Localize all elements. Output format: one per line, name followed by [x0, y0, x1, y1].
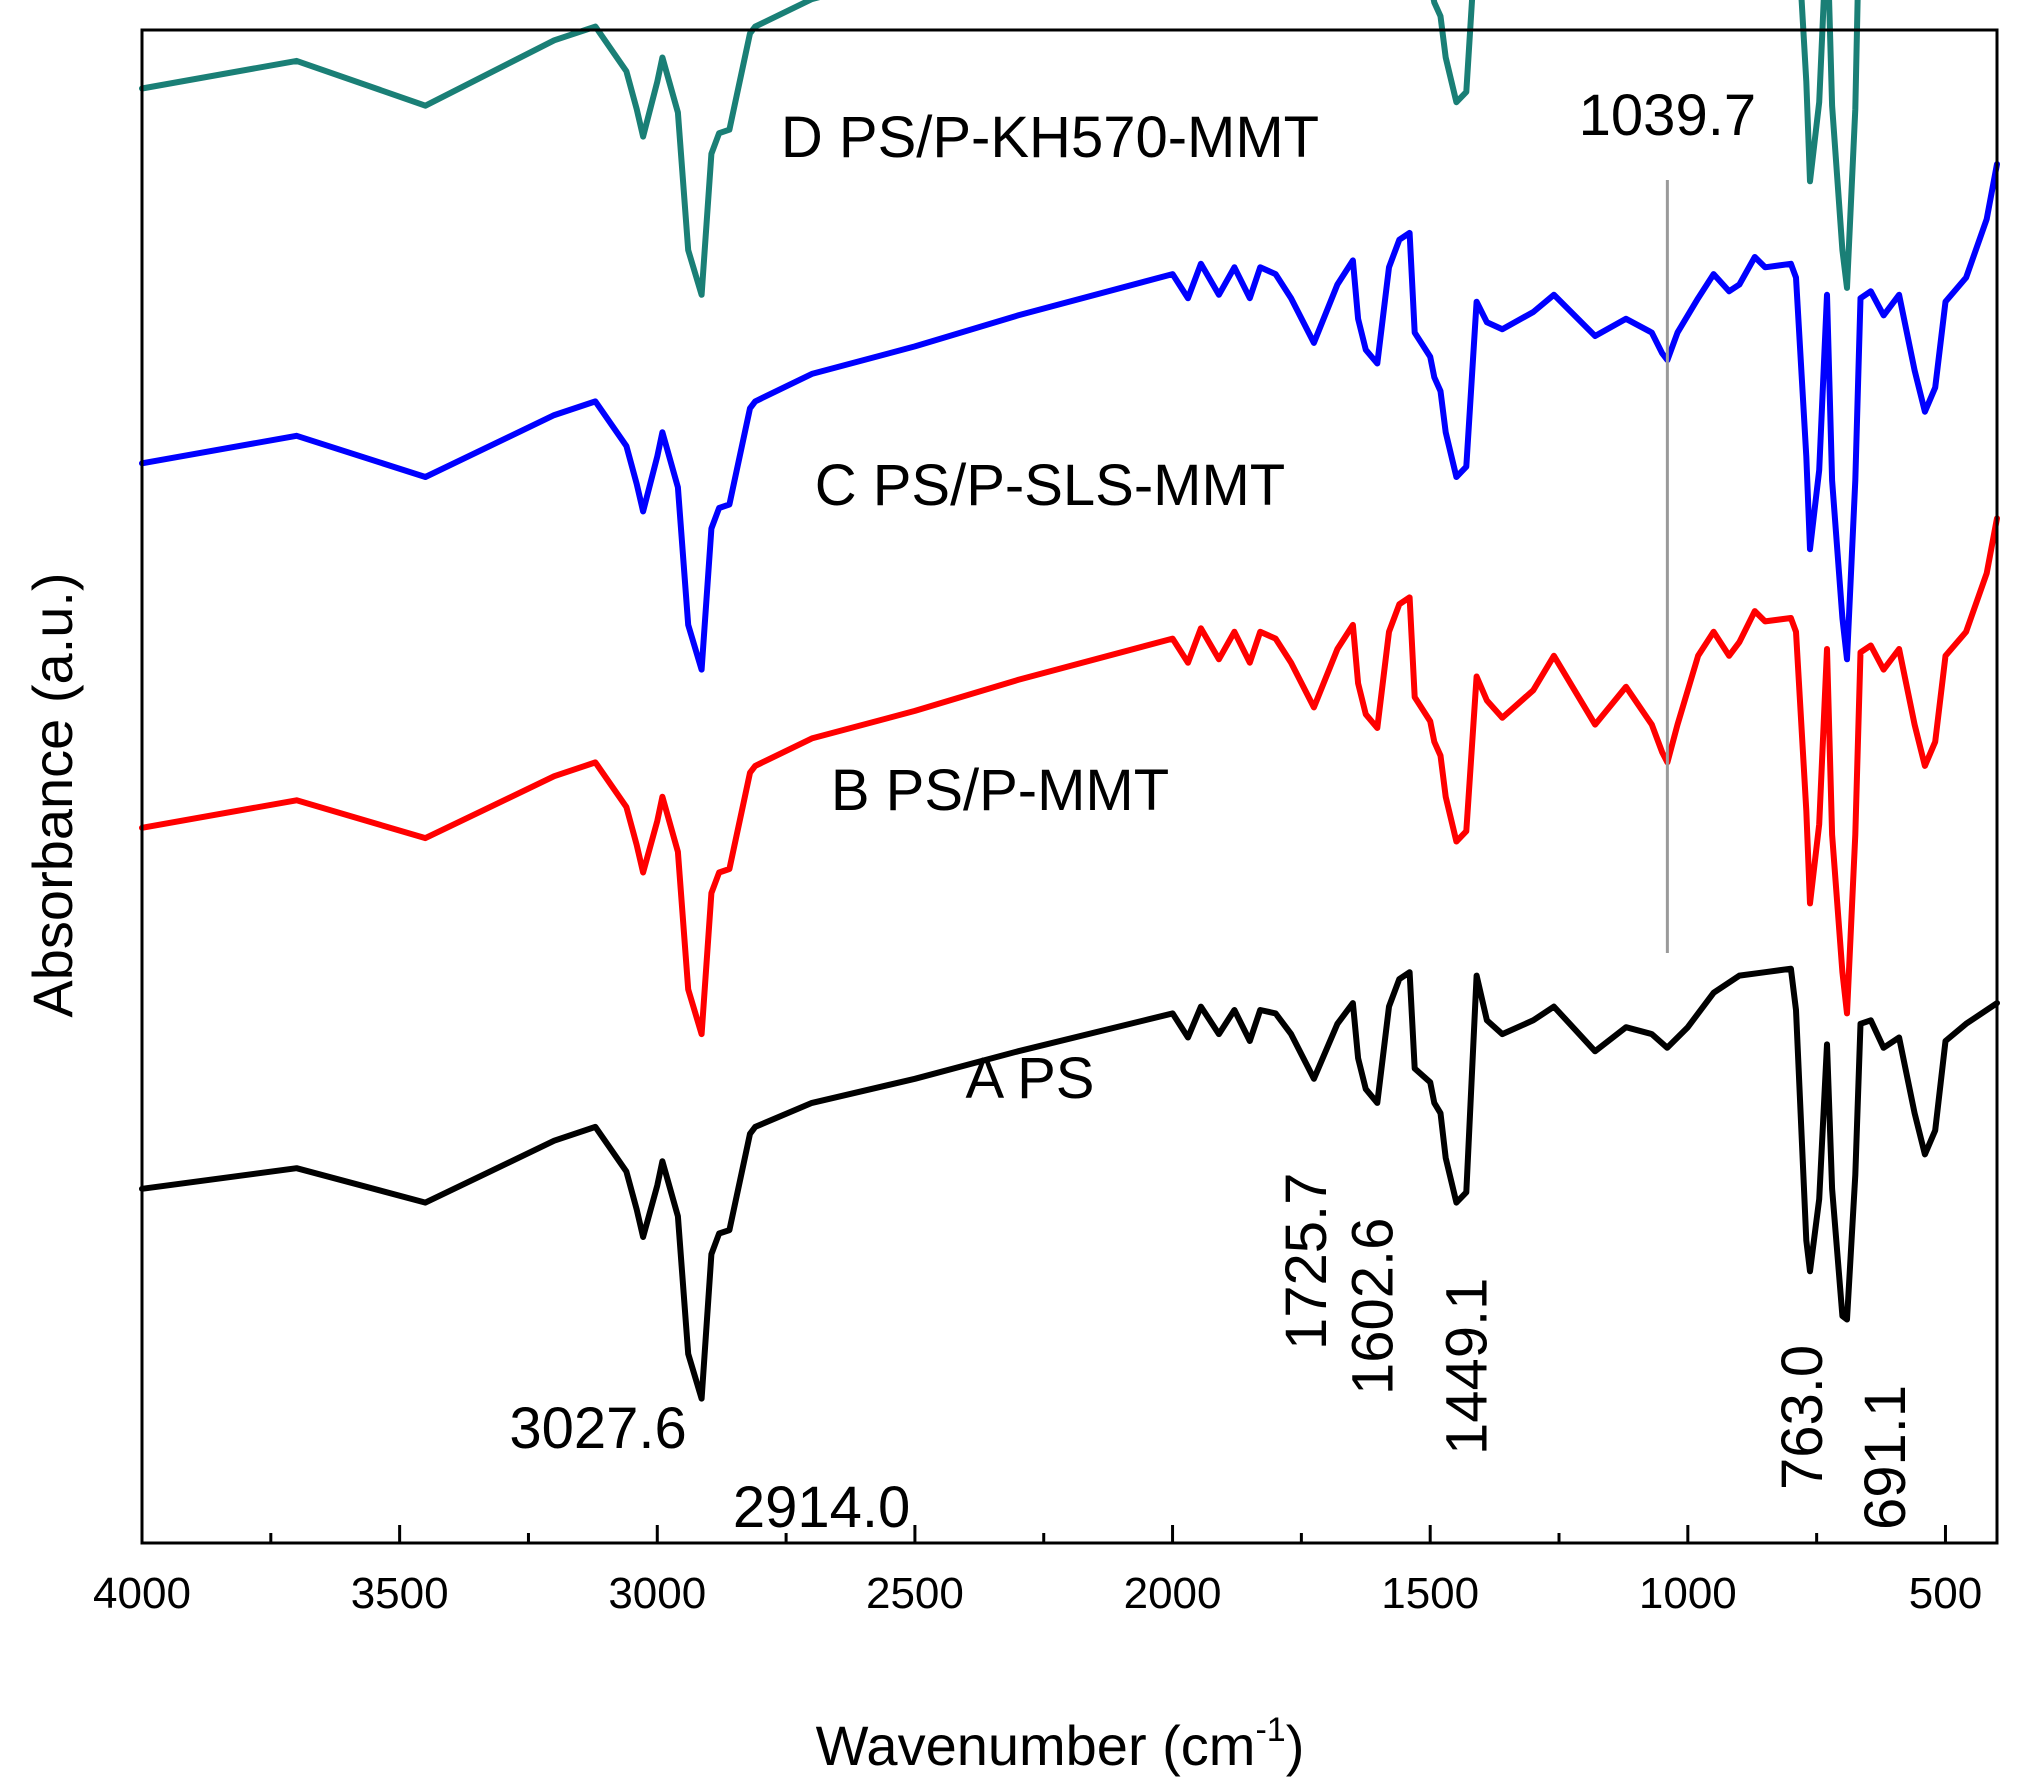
x-tick-label: 4000 [93, 1569, 191, 1618]
series-label-b: B PS/P-MMT [831, 758, 1169, 823]
x-tick-label: 500 [1909, 1569, 1982, 1618]
series-label-d: D PS/P-KH570-MMT [781, 105, 1319, 170]
x-tick-label: 2000 [1124, 1569, 1222, 1618]
series-line-c [139, 161, 2000, 673]
peak-annotation: 2914.0 [733, 1475, 910, 1540]
series-label-a: A PS [966, 1046, 1095, 1111]
x-tick-label: 2500 [866, 1569, 964, 1618]
series-line-d [139, 0, 1861, 298]
peak-annotation: 1449.1 [1434, 1278, 1499, 1455]
x-tick-label: 1000 [1639, 1569, 1737, 1618]
peak-annotation: 1602.6 [1340, 1218, 1405, 1395]
series-line-a [139, 965, 2000, 1402]
series-labels: A PS B PS/P-MMT C PS/P-SLS-MMT D PS/P-KH570… [781, 105, 1319, 1111]
reference-line-label: 1039.7 [1579, 83, 1756, 148]
peak-annotation: 763.0 [1770, 1345, 1835, 1490]
x-tick-label: 3500 [351, 1569, 449, 1618]
series-layer [139, 0, 2000, 1402]
series-label-c: C PS/P-SLS-MMT [815, 453, 1286, 518]
x-axis-ticks: 4000 3500 3000 2500 2000 1500 1000 500 [93, 1525, 1982, 1618]
x-axis-label: Wavenumber (cm-1) [816, 1711, 1305, 1777]
reference-line-layer: 1039.7 [1579, 83, 1756, 953]
series-line-b [139, 515, 2000, 1038]
peak-annotation: 691.1 [1853, 1385, 1918, 1530]
x-tick-label: 1500 [1381, 1569, 1479, 1618]
peak-annotation: 3027.6 [509, 1396, 686, 1461]
y-axis-label: Absorbance (a.u.) [21, 572, 84, 1017]
plot-frame [140, 28, 1999, 1545]
peak-annotation: 1725.7 [1274, 1173, 1339, 1350]
peak-annotations: 3027.6 2914.0 1725.7 1602.6 1449.1 763.0 691.1 [509, 1173, 1918, 1540]
x-tick-label: 3000 [608, 1569, 706, 1618]
